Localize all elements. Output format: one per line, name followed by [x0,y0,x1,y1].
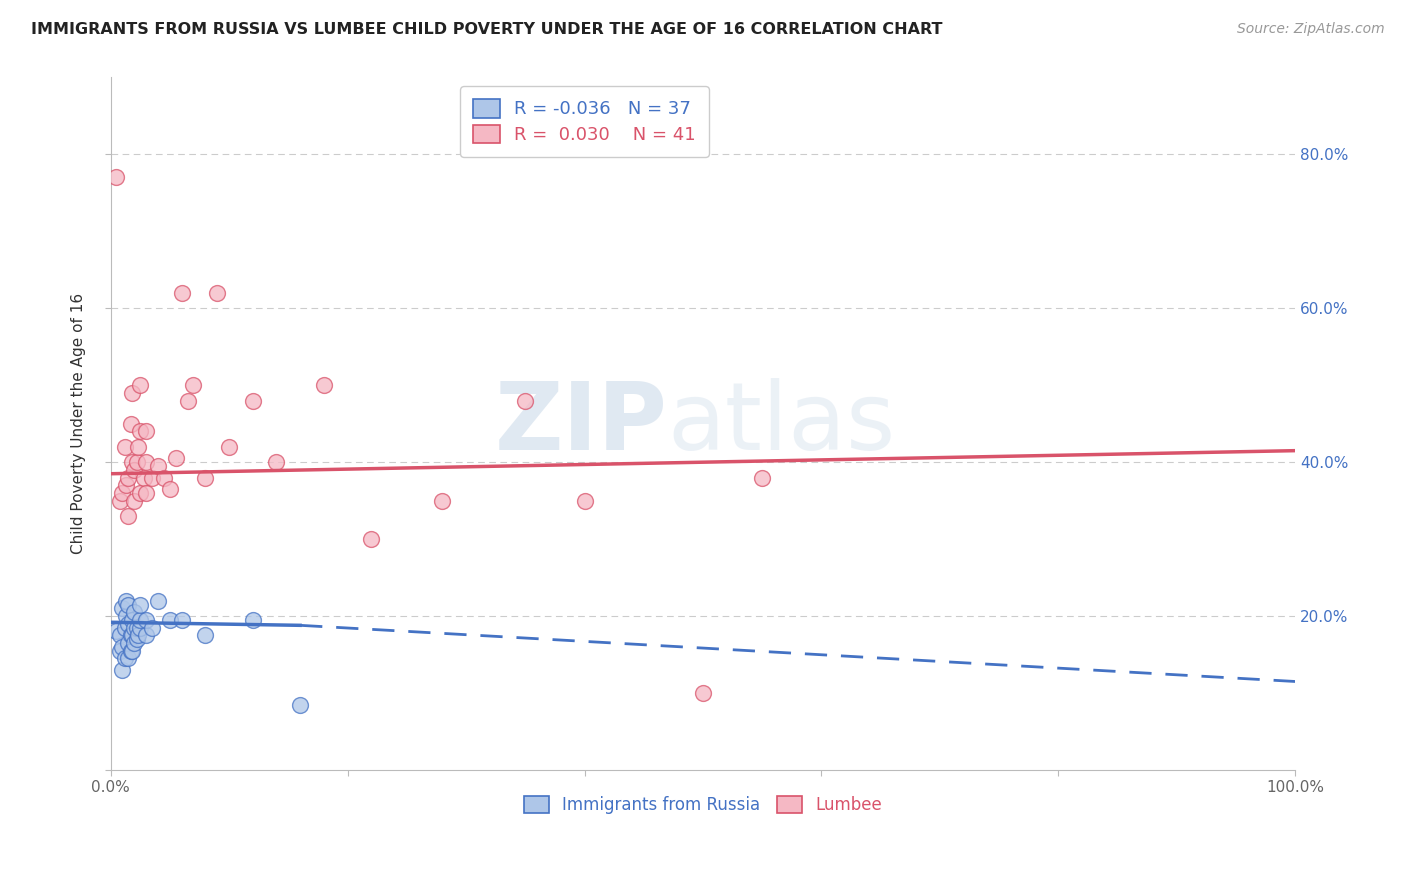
Text: ZIP: ZIP [495,377,668,470]
Point [132,470,155,484]
Point [159,482,181,496]
Point [105,170,128,185]
Point [194,470,217,484]
Point [135,486,157,500]
Point [108,644,131,658]
Point [114,651,136,665]
Point [266,455,288,469]
Point [121,628,143,642]
Point [115,478,138,492]
Point [165,451,187,466]
Point [153,470,176,484]
Point [288,698,311,712]
Point [129,486,152,500]
Point [121,613,143,627]
Point [242,393,264,408]
Point [122,463,145,477]
Point [114,440,136,454]
Point [120,417,142,431]
Point [751,470,773,484]
Point [111,601,134,615]
Point [125,455,148,469]
Point [111,486,134,500]
Point [146,458,169,473]
Point [129,425,152,439]
Point [432,493,454,508]
Point [135,628,157,642]
Y-axis label: Child Poverty Under the Age of 16: Child Poverty Under the Age of 16 [72,293,86,554]
Point [127,628,149,642]
Point [114,621,136,635]
Point [194,628,217,642]
Point [574,493,596,508]
Text: IMMIGRANTS FROM RUSSIA VS LUMBEE CHILD POVERTY UNDER THE AGE OF 16 CORRELATION C: IMMIGRANTS FROM RUSSIA VS LUMBEE CHILD P… [31,22,942,37]
Point [360,532,382,546]
Point [125,621,148,635]
Point [129,598,152,612]
Point [146,593,169,607]
Point [122,605,145,619]
Point [205,285,228,300]
Point [105,624,128,639]
Point [183,378,205,392]
Point [117,616,139,631]
Point [170,285,193,300]
Point [129,613,152,627]
Point [141,621,163,635]
Point [108,493,131,508]
Point [122,493,145,508]
Point [117,651,139,665]
Point [117,598,139,612]
Text: Source: ZipAtlas.com: Source: ZipAtlas.com [1237,22,1385,37]
Point [117,470,139,484]
Point [515,393,537,408]
Point [121,644,143,658]
Point [117,636,139,650]
Point [242,613,264,627]
Point [141,470,163,484]
Point [111,663,134,677]
Text: atlas: atlas [668,377,896,470]
Point [121,386,143,401]
Point [127,440,149,454]
Point [117,509,139,524]
Point [122,621,145,635]
Point [170,613,193,627]
Point [129,621,152,635]
Point [135,613,157,627]
Point [312,378,335,392]
Point [122,636,145,650]
Point [692,686,714,700]
Point [120,628,142,642]
Point [176,393,198,408]
Point [115,593,138,607]
Legend: Immigrants from Russia, Lumbee: Immigrants from Russia, Lumbee [515,786,891,824]
Point [135,425,157,439]
Point [135,455,157,469]
Point [121,455,143,469]
Point [111,640,134,654]
Point [159,613,181,627]
Point [129,378,152,392]
Point [115,609,138,624]
Point [218,440,240,454]
Point [120,644,142,658]
Point [125,632,148,647]
Point [108,628,131,642]
